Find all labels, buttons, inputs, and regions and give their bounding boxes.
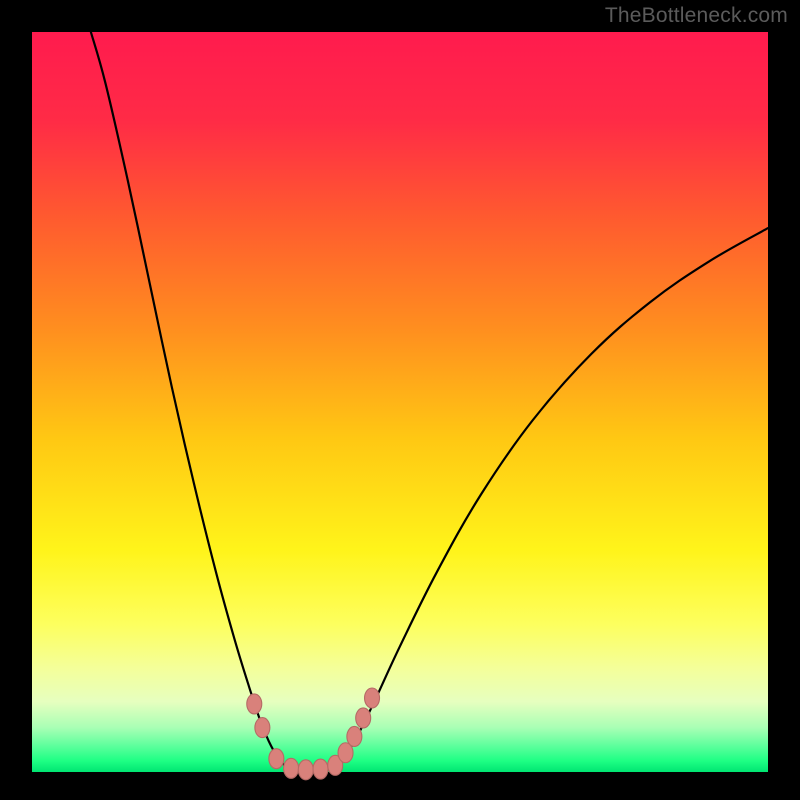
data-marker: [247, 694, 262, 714]
chart-container: TheBottleneck.com: [0, 0, 800, 800]
data-marker: [255, 718, 270, 738]
data-marker: [347, 726, 362, 746]
data-marker: [356, 708, 371, 728]
plot-background: [32, 32, 768, 772]
watermark-text: TheBottleneck.com: [605, 4, 788, 28]
data-marker: [298, 760, 313, 780]
data-marker: [269, 749, 284, 769]
data-marker: [313, 759, 328, 779]
data-marker: [284, 758, 299, 778]
data-marker: [365, 688, 380, 708]
chart-svg: [0, 0, 800, 800]
